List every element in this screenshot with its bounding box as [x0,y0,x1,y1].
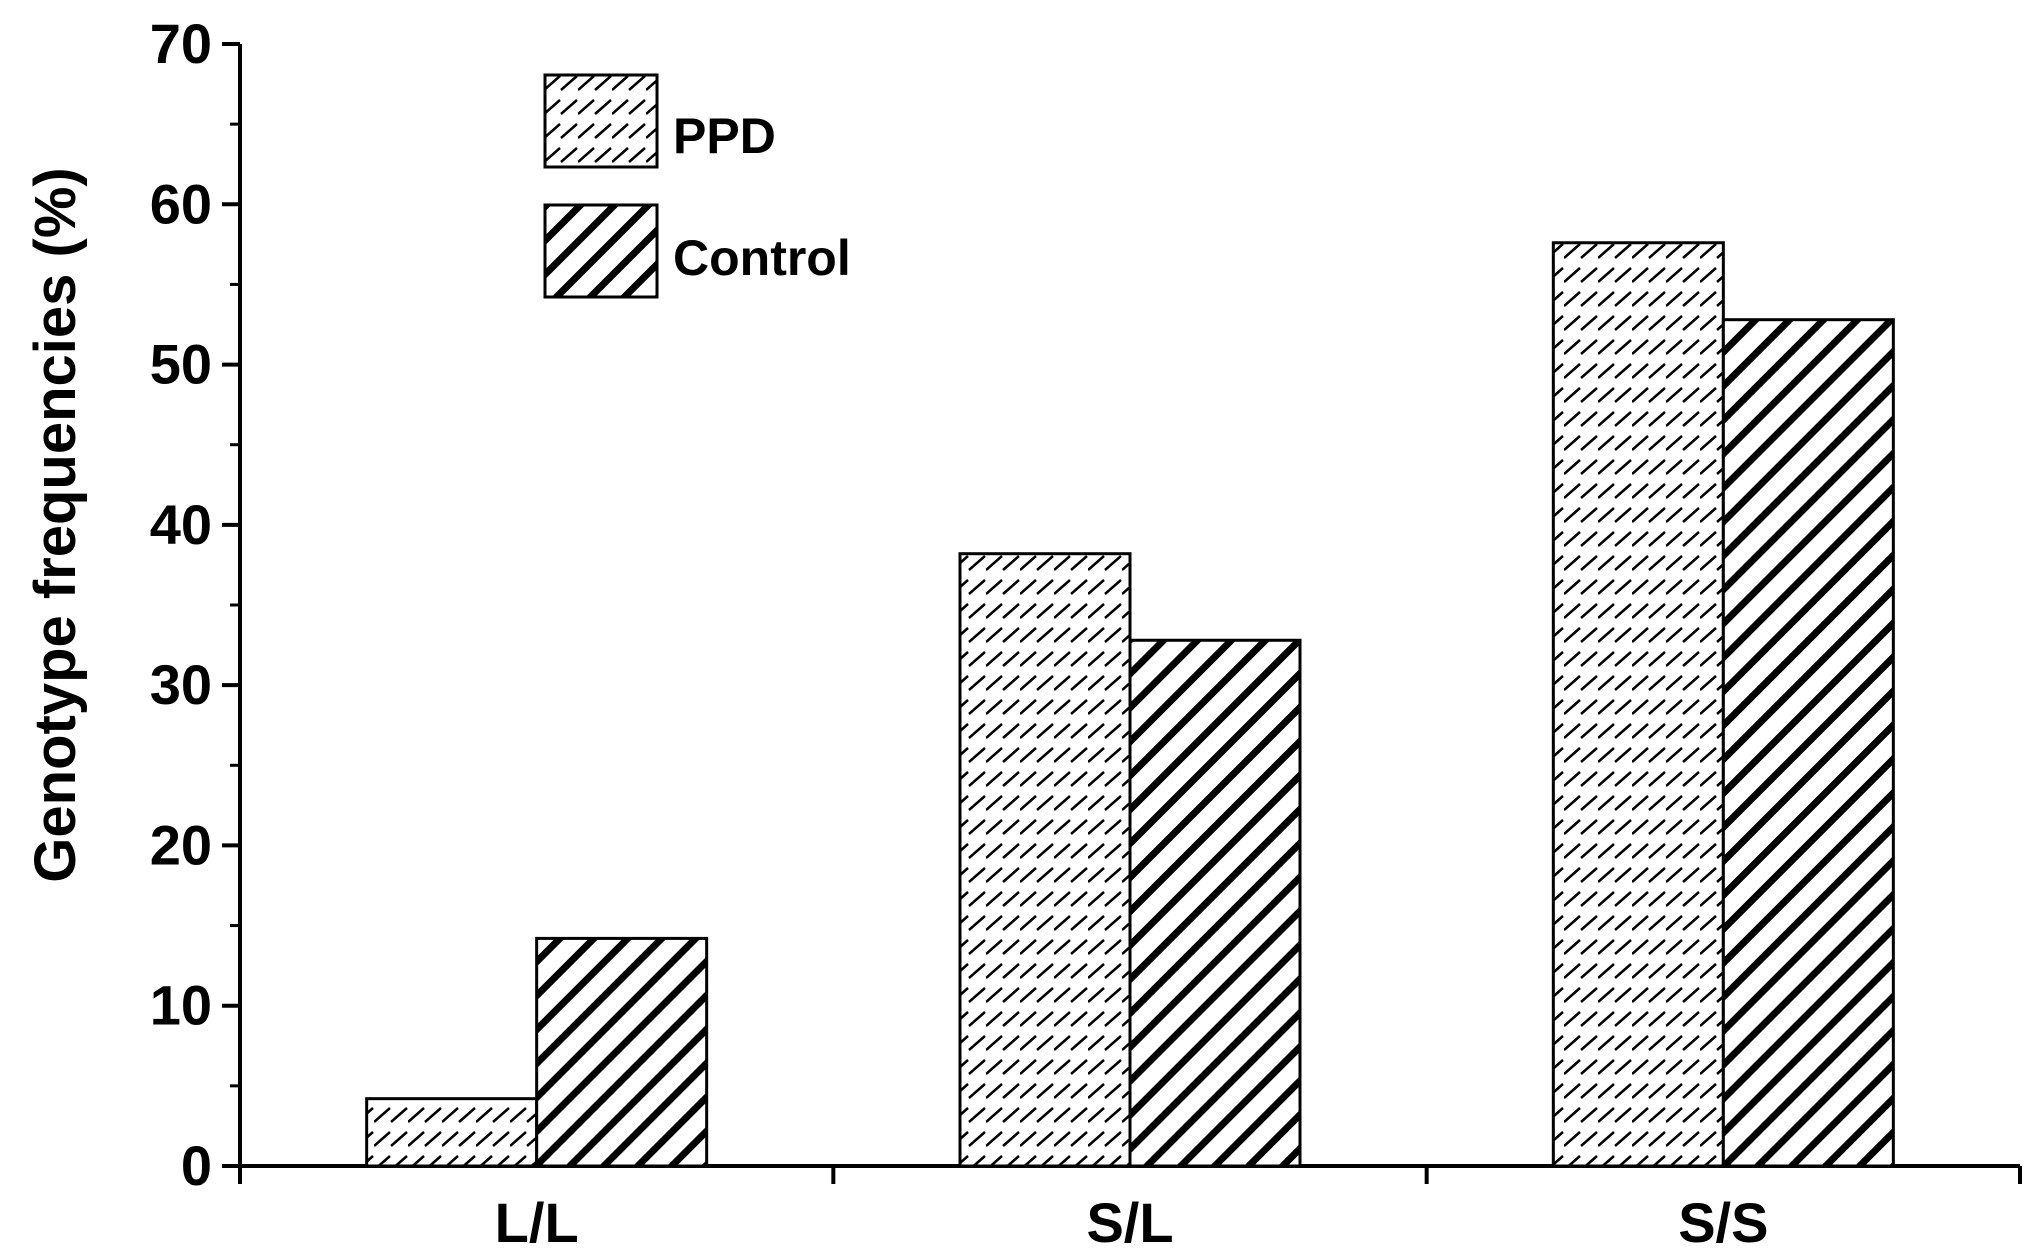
bars [365,241,1895,1168]
bar-control-s-s [1721,318,1895,1168]
legend-label-ppd: PPD [673,108,776,164]
legend: PPD Control [543,73,851,299]
bar-ppd-s-l [958,552,1132,1168]
y-axis: 0 10 20 30 40 50 60 70 [150,12,242,1197]
y-tick-label: 0 [181,1134,212,1197]
bar-control-l-l [535,936,709,1168]
y-tick-label: 40 [150,493,212,556]
y-tick-label: 30 [150,653,212,716]
x-tick-label: S/S [1678,1191,1768,1254]
y-tick-label: 60 [150,172,212,235]
legend-swatch-control [543,203,659,299]
bar-ppd-s-s [1551,241,1725,1168]
bar-ppd-l-l [365,1097,539,1168]
x-tick-label: L/L [495,1191,579,1254]
x-axis: L/L S/L S/S [238,1164,2022,1254]
legend-label-control: Control [673,230,851,286]
y-tick-label: 50 [150,333,212,396]
bar-control-s-l [1128,638,1302,1168]
y-tick-label: 20 [150,813,212,876]
legend-swatch-ppd [543,73,659,169]
y-tick-label: 70 [150,12,212,75]
y-tick-label: 10 [150,974,212,1037]
y-axis-title: Genotype frequencies (%) [23,167,88,882]
x-tick-label: S/L [1086,1191,1173,1254]
